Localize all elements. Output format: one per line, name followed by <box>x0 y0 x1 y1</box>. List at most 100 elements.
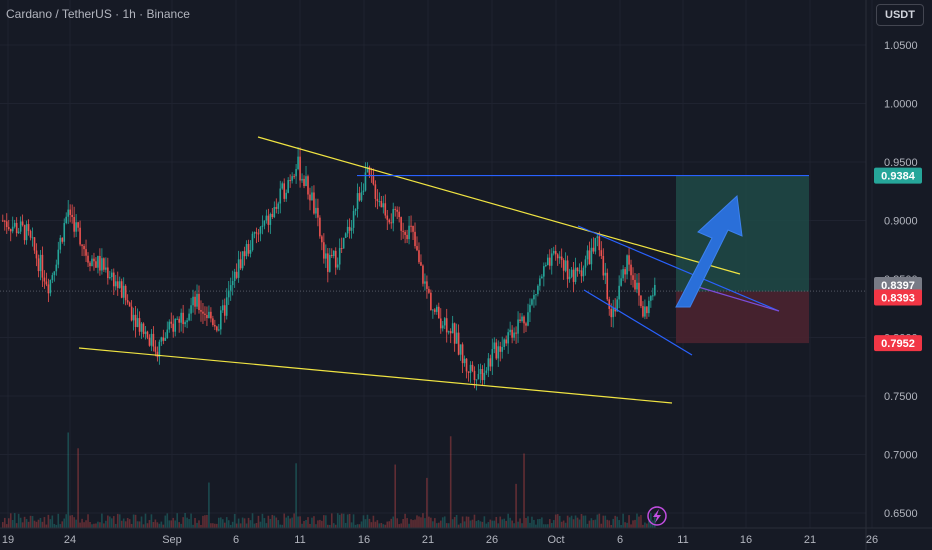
candle-body <box>511 329 513 338</box>
candle-body <box>273 207 276 218</box>
volume-bar <box>608 520 611 528</box>
volume-bar <box>606 519 609 528</box>
candle-body <box>614 307 616 312</box>
volume-bar <box>118 514 121 528</box>
volume-bar <box>529 522 531 528</box>
candle-body <box>552 250 555 254</box>
volume-bar <box>598 513 601 528</box>
candle-body <box>55 264 58 272</box>
candle-body <box>344 233 347 238</box>
candle-body <box>630 264 632 276</box>
volume-bar <box>531 516 533 528</box>
candle-body <box>634 279 636 290</box>
volume-bar <box>241 517 244 528</box>
volume-bar <box>303 521 305 528</box>
candle-body <box>235 271 238 278</box>
volume-bar <box>434 518 436 528</box>
time-axis[interactable]: 19 24 Sep 6 11 16 21 26 Oct 6 11 16 21 26 <box>0 527 932 546</box>
volume-bar <box>112 516 115 528</box>
volume-bar <box>307 517 309 528</box>
candle-body <box>503 339 505 347</box>
candle-body <box>301 178 303 181</box>
drawings <box>78 136 809 404</box>
channel-lower-line <box>583 289 693 356</box>
candle-body <box>596 236 599 239</box>
volume-bar <box>166 513 169 528</box>
candle-body <box>87 255 89 263</box>
candle-body <box>2 220 4 222</box>
volume-bar <box>614 515 616 528</box>
volume-bar <box>31 516 34 528</box>
candle-body <box>410 225 412 227</box>
volume-bar <box>184 513 186 528</box>
candle-body <box>334 250 337 268</box>
currency-button[interactable]: USDT <box>876 4 924 26</box>
volume-bar <box>327 524 329 528</box>
candle-body <box>592 247 595 252</box>
volume-bar <box>537 519 539 528</box>
bullish-projection-arrow <box>675 194 743 308</box>
volume-bar <box>223 522 226 528</box>
candle-body <box>3 220 6 222</box>
volume-bar <box>370 522 373 528</box>
candle-body <box>99 255 101 271</box>
candle-body <box>103 258 105 270</box>
volume-bar <box>330 513 333 528</box>
volume-bar <box>319 519 321 528</box>
candle-body <box>144 331 147 334</box>
volume-bar <box>208 482 210 528</box>
volume-bar <box>525 517 527 528</box>
volume-bar <box>93 523 95 528</box>
volume-bar <box>634 519 636 528</box>
volume-bar <box>204 515 206 528</box>
volume-bar <box>229 524 232 528</box>
volume-bar <box>545 524 547 528</box>
candle-body <box>148 337 151 346</box>
volume-bar <box>39 517 42 528</box>
candle-body <box>485 370 488 373</box>
volume-bar <box>523 453 525 528</box>
candle-body <box>489 358 492 367</box>
candle-body <box>451 323 454 334</box>
volume-bar <box>416 515 418 528</box>
volume-bar <box>346 514 349 528</box>
candle-body <box>558 256 561 259</box>
volume-bar <box>235 523 238 528</box>
volume-bar <box>51 515 54 528</box>
candle-body <box>220 310 222 330</box>
candle-body <box>654 284 656 296</box>
candle-body <box>299 156 301 181</box>
volume-bar <box>134 514 137 528</box>
volume-bar <box>150 514 153 528</box>
candle-body <box>497 346 500 359</box>
volume-bar <box>459 523 462 528</box>
volume-bar <box>566 515 569 528</box>
volume-bar <box>271 514 274 528</box>
volume-bar <box>170 520 173 528</box>
volume-bar <box>283 513 286 528</box>
candle-body <box>384 203 387 216</box>
volume-bar <box>277 520 280 528</box>
candle-body <box>648 300 650 314</box>
volume-bar <box>481 521 484 528</box>
lightning-icon[interactable] <box>647 506 667 526</box>
candle-body <box>612 307 614 318</box>
candle-body <box>59 237 62 250</box>
candle-body <box>170 321 173 324</box>
volume-bar <box>358 524 361 528</box>
candle-body <box>554 250 557 255</box>
volume-bar <box>410 519 412 528</box>
volume-bar <box>517 521 519 528</box>
candle-body <box>85 249 87 256</box>
volume-bar <box>418 516 420 528</box>
candle-body <box>459 344 462 355</box>
volume-bar <box>404 513 406 528</box>
candle-body <box>620 278 622 286</box>
volume-bar <box>539 518 541 528</box>
volume-bar <box>43 517 46 528</box>
candle-body <box>376 198 379 202</box>
lower-descending-trendline <box>78 347 673 404</box>
candle-body <box>128 302 131 307</box>
volume-bar <box>572 519 575 528</box>
